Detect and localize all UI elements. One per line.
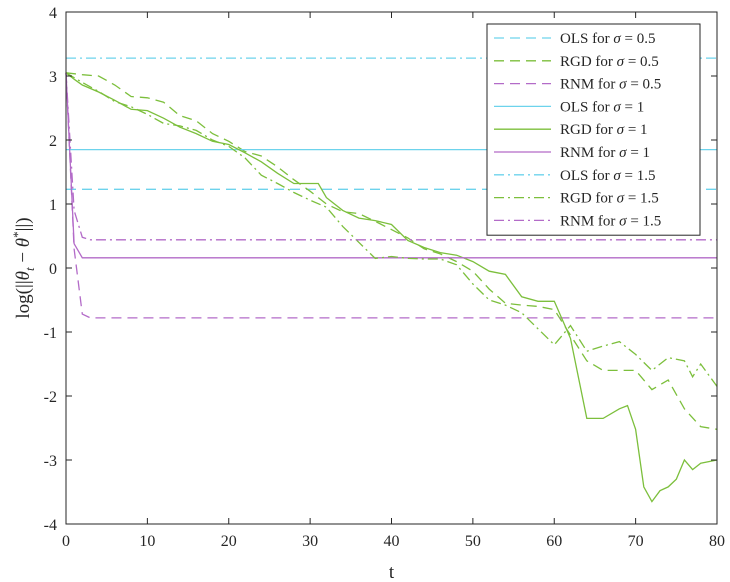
series-line-2: [65, 72, 718, 430]
legend-box: [486, 23, 701, 236]
legend-label-3: RNM for σ = 0.5: [560, 77, 661, 93]
x-tick-label: 60: [546, 533, 562, 550]
legend-label-5: RGD for σ = 1: [560, 122, 648, 138]
x-tick-label: 70: [628, 533, 644, 550]
y-axis-label-theta2: θ: [13, 238, 34, 247]
x-tick-label: 30: [302, 533, 318, 550]
legend-label-8: RGD for σ = 1.5: [560, 191, 659, 207]
y-tick-label: 2: [49, 133, 57, 150]
x-tick-label: 0: [62, 533, 70, 550]
y-axis-label: log(||θt − θ*||): [10, 217, 37, 318]
y-axis-label-sup: *: [10, 231, 25, 238]
x-tick-label: 50: [465, 533, 481, 550]
x-axis-label: t: [389, 562, 395, 582]
series-line-8: [65, 72, 718, 387]
x-tick-label: 40: [384, 533, 400, 550]
y-axis-label-suffix: ||): [13, 217, 34, 231]
y-axis-label-theta: θ: [13, 271, 34, 280]
x-tick-label: 80: [709, 533, 725, 550]
y-tick-label: -4: [44, 517, 57, 534]
legend-label-6: RNM for σ = 1: [560, 145, 650, 161]
y-tick-label: 0: [49, 261, 57, 278]
series-layer: [65, 57, 718, 503]
legend-label-1: OLS for σ = 0.5: [560, 31, 655, 47]
series-line-9: [65, 72, 717, 241]
legend-label-2: RGD for σ = 0.5: [560, 54, 659, 70]
y-axis-label-minus: −: [13, 247, 34, 267]
y-tick-label: 4: [49, 5, 57, 22]
y-axis-label-prefix: log(||: [13, 280, 34, 318]
x-tick-label: 10: [139, 533, 155, 550]
legend-label-4: OLS for σ = 1: [560, 99, 644, 115]
y-axis-label-sub: t: [22, 267, 37, 271]
y-tick-label: -1: [44, 325, 57, 342]
series-line-6: [65, 72, 717, 259]
y-tick-label: 1: [49, 197, 57, 214]
axis-ticks: 0 10 20 30 40 50 60 70 80 -4 -3 -2 -1 0 1 2 3 4: [44, 5, 725, 550]
x-tick-label: 20: [221, 533, 237, 550]
legend-label-9: RNM for σ = 1.5: [560, 213, 661, 229]
legend: OLS for σ = 0.5 RGD for σ = 0.5 RNM for σ …: [486, 23, 701, 236]
y-tick-label: -3: [44, 453, 57, 470]
y-tick-label: -2: [44, 389, 57, 406]
legend-label-7: OLS for σ = 1.5: [560, 168, 655, 184]
y-tick-label: 3: [49, 69, 57, 86]
